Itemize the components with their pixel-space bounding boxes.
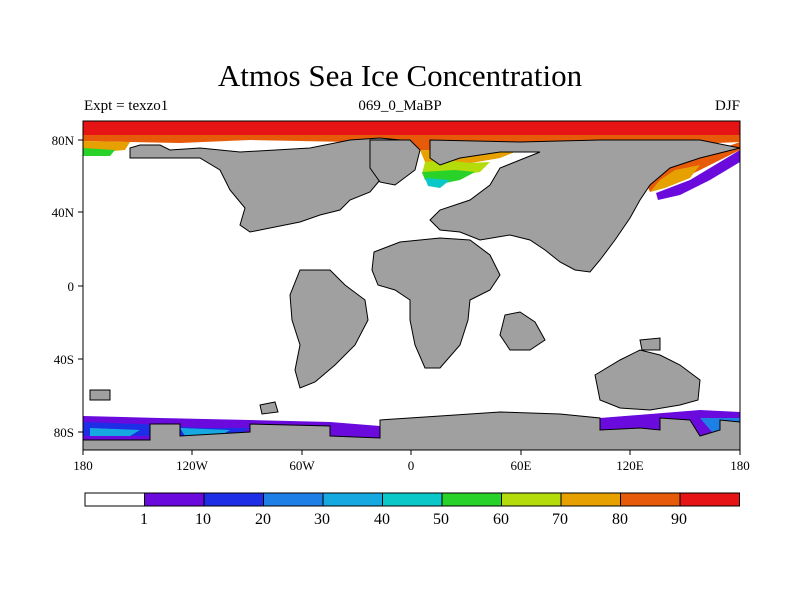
island-south (259, 401, 279, 415)
colorbar-label: 20 (255, 511, 271, 528)
island-sw (89, 389, 111, 401)
colorbar-swatch (203, 492, 264, 507)
antarctica (82, 411, 741, 451)
colorbar-swatch (263, 492, 324, 507)
colorbar-label: 40 (374, 511, 390, 528)
south-america (289, 269, 369, 389)
colorbar-swatch (441, 492, 502, 507)
colorbar-label: 80 (612, 511, 628, 528)
greenland (369, 139, 421, 186)
y-tick: 40S (54, 352, 74, 367)
x-tick: 120E (616, 458, 644, 473)
colorbar-swatch (620, 492, 681, 507)
eurasia (429, 139, 741, 273)
australia (594, 349, 701, 411)
colorbar-swatch (322, 492, 383, 507)
colorbar-swatch (144, 492, 205, 507)
x-tick: 0 (408, 458, 415, 473)
land-masses (82, 137, 741, 451)
x-tick: 180 (73, 458, 93, 473)
time-label: 069_0_MaBP (358, 98, 442, 114)
x-tick: 180 (730, 458, 750, 473)
colorbar-swatch (560, 492, 621, 507)
x-tick: 60W (289, 458, 315, 473)
y-tick: 80S (54, 425, 74, 440)
y-tick-labels: 80N 40N 0 40S 80S (52, 133, 75, 440)
colorbar-label: 1 (140, 511, 148, 528)
x-tick-labels: 180 120W 60W 0 60E 120E 180 (73, 458, 750, 473)
y-tick: 0 (68, 279, 75, 294)
axis-ticks (78, 139, 741, 455)
season-label: DJF (714, 98, 740, 114)
colorbar-swatch (84, 492, 145, 507)
colorbar-swatch (679, 492, 740, 507)
africa (371, 237, 501, 369)
experiment-label: Expt = texzo1 (84, 98, 169, 114)
x-tick: 120W (176, 458, 209, 473)
colorbar-swatch (501, 492, 562, 507)
colorbar (84, 492, 740, 507)
island-new-guinea (639, 337, 661, 351)
x-tick: 60E (511, 458, 532, 473)
north-america (129, 137, 401, 233)
madagascar (499, 311, 546, 351)
colorbar-label: 10 (195, 511, 211, 528)
colorbar-label: 30 (314, 511, 330, 528)
colorbar-label: 60 (493, 511, 509, 528)
map-panel (82, 120, 741, 451)
colorbar-labels: 1 10 20 30 40 50 60 70 80 90 (140, 511, 687, 528)
y-tick: 40N (52, 205, 75, 220)
colorbar-label: 50 (433, 511, 449, 528)
y-tick: 80N (52, 133, 75, 148)
colorbar-label: 70 (552, 511, 568, 528)
map-title: Atmos Sea Ice Concentration (217, 58, 583, 93)
colorbar-label: 90 (671, 511, 687, 528)
colorbar-swatch (382, 492, 443, 507)
